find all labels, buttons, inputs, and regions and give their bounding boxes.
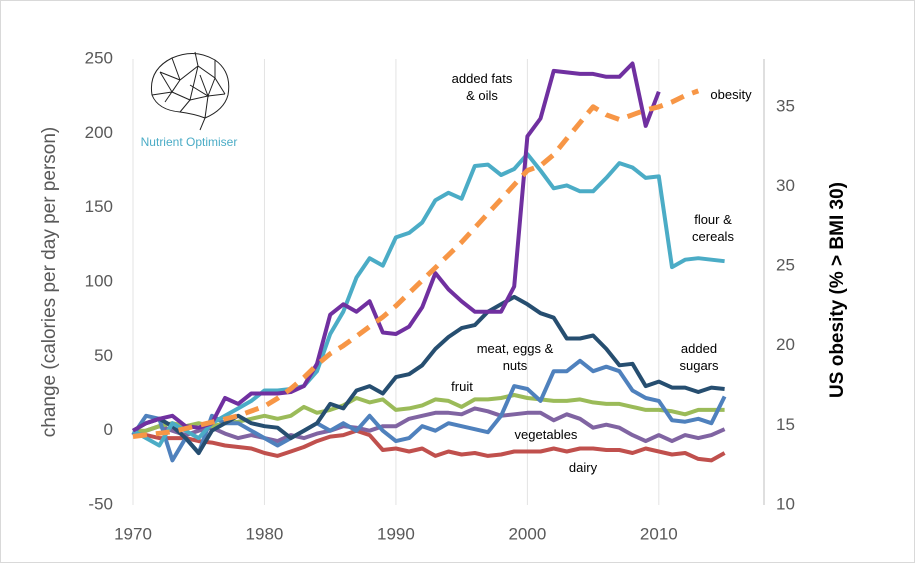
series-label: meat, eggs & nuts (476, 341, 554, 373)
y-tick-label: 150 (85, 197, 113, 216)
y2-tick-label: 35 (776, 96, 795, 115)
series-label: added fats & oils (451, 71, 513, 103)
series-line (132, 61, 661, 433)
y2-axis-title: US obesity (% > BMI 30) (827, 182, 848, 398)
x-tick-label: 2000 (508, 524, 546, 543)
x-tick-label: 1990 (377, 524, 415, 543)
y2-tick-label: 20 (776, 335, 795, 354)
series-label: flour & cereals (692, 212, 734, 244)
x-tick-label: 2010 (640, 524, 678, 543)
series-line (132, 88, 700, 439)
series-label: dairy (568, 459, 598, 475)
series-line (132, 428, 726, 463)
y-tick-label: -50 (88, 494, 113, 513)
series-line (131, 358, 727, 463)
y-tick-label: 250 (85, 48, 113, 67)
series-label: added sugars (679, 341, 719, 373)
series-line (132, 406, 726, 444)
x-tick-label: 1980 (246, 524, 284, 543)
y-axis-title: change (calories per day per person) (39, 127, 60, 438)
logo-brain (150, 51, 230, 131)
y-tick-label: 200 (85, 123, 113, 142)
series-label: fruit (451, 378, 473, 394)
y-tick-label: 100 (85, 271, 113, 290)
series-label: obesity (710, 86, 752, 102)
y2-tick-label: 15 (776, 415, 795, 434)
series-label: vegetables (514, 426, 578, 442)
series-line (132, 152, 725, 448)
y-tick-label: 0 (104, 420, 113, 439)
y-tick-label: 50 (94, 346, 113, 365)
y2-tick-label: 25 (776, 256, 795, 275)
y2-tick-label: 10 (776, 494, 795, 513)
y2-tick-label: 30 (776, 176, 795, 195)
logo-text: Nutrient Optimiser (141, 135, 238, 149)
x-tick-label: 1970 (114, 524, 152, 543)
